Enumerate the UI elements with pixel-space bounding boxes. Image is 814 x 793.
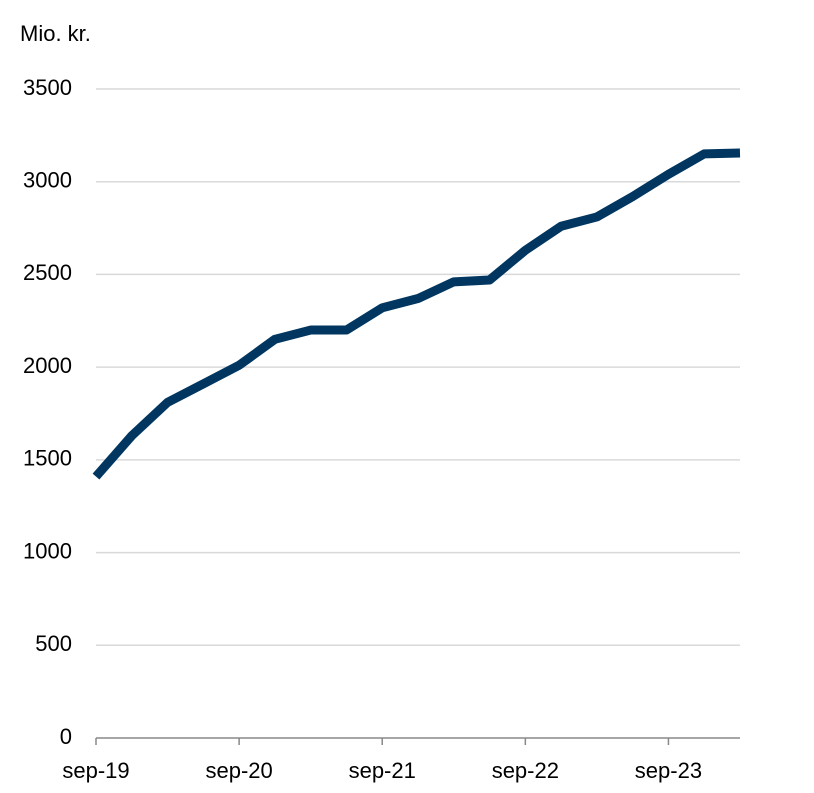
- y-tick-label: 1500: [23, 446, 72, 471]
- y-axis-label: Mio. kr.: [20, 21, 91, 46]
- y-tick-label: 3000: [23, 168, 72, 193]
- x-tick-label: sep-19: [62, 758, 129, 783]
- y-tick-label: 500: [35, 631, 72, 656]
- x-tick-label: sep-20: [205, 758, 272, 783]
- y-tick-label: 2500: [23, 260, 72, 285]
- y-tick-label: 3500: [23, 75, 72, 100]
- y-tick-label: 2000: [23, 353, 72, 378]
- x-tick-label: sep-22: [492, 758, 559, 783]
- x-tick-label: sep-23: [635, 758, 702, 783]
- y-tick-label: 0: [60, 724, 72, 749]
- x-tick-label: sep-21: [349, 758, 416, 783]
- data-line: [92, 148, 741, 480]
- y-tick-label: 1000: [23, 538, 72, 563]
